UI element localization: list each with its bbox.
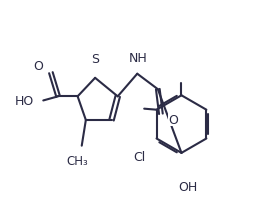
Text: NH: NH bbox=[129, 52, 147, 64]
Text: S: S bbox=[91, 53, 99, 66]
Text: O: O bbox=[168, 114, 178, 127]
Text: CH₃: CH₃ bbox=[67, 154, 89, 167]
Text: HO: HO bbox=[15, 95, 35, 108]
Text: O: O bbox=[34, 60, 44, 73]
Text: Cl: Cl bbox=[133, 151, 145, 164]
Text: OH: OH bbox=[178, 180, 197, 193]
